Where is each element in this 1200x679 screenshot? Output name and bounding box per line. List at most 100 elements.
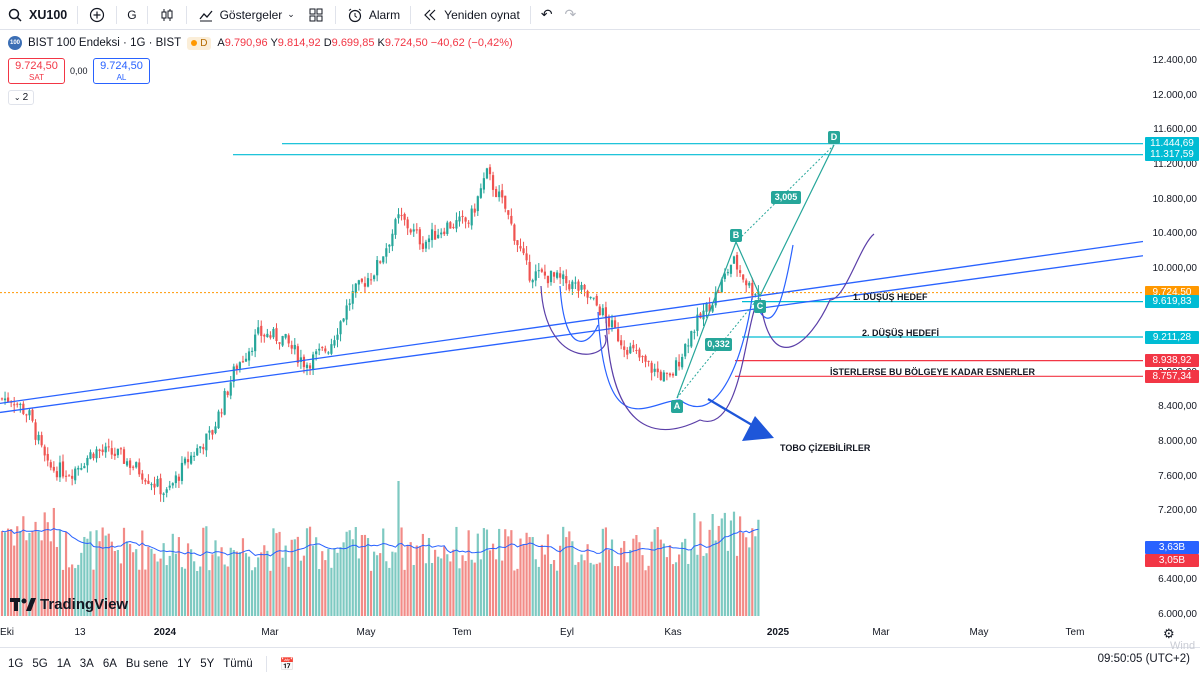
- indicators-collapse-button[interactable]: ⌄ 2: [8, 90, 34, 105]
- volume-bar: [104, 535, 107, 616]
- volume-bar: [171, 533, 174, 616]
- candle-body: [241, 361, 245, 363]
- candle-body: [260, 325, 263, 336]
- price-tick: 12.400,00: [1152, 55, 1198, 66]
- annotation-target1[interactable]: 1. DÜŞÜŞ HEDEF: [853, 292, 928, 302]
- candle-body: [257, 327, 260, 334]
- undo-button[interactable]: ↶: [535, 0, 559, 30]
- chart-type-button[interactable]: [152, 0, 182, 30]
- range-button[interactable]: 1G: [8, 657, 24, 670]
- candle-body: [662, 372, 665, 382]
- volume-bar: [49, 541, 52, 616]
- volume-bar: [650, 541, 653, 616]
- range-button[interactable]: Bu sene: [125, 657, 169, 670]
- ohlc-open-key: A: [217, 37, 225, 49]
- symbol-label: XU100: [29, 7, 68, 22]
- range-button[interactable]: 5Y: [200, 657, 215, 670]
- candle-body: [43, 446, 46, 456]
- symbol-search[interactable]: XU100: [0, 0, 73, 30]
- buy-button[interactable]: 9.724,50 AL: [93, 58, 150, 84]
- volume-bar: [528, 537, 531, 616]
- alert-button[interactable]: Alarm: [340, 0, 406, 30]
- volume-bar: [211, 554, 214, 616]
- candle-body: [434, 230, 437, 240]
- candle-body: [135, 462, 138, 468]
- pattern-point-d[interactable]: D: [828, 131, 840, 144]
- candle-body: [0, 398, 4, 400]
- range-button[interactable]: 1Y: [177, 657, 192, 670]
- ratio-label[interactable]: 0,332: [705, 338, 732, 351]
- ratio-label[interactable]: 3,005: [771, 191, 801, 204]
- replay-button[interactable]: Yeniden oynat: [415, 0, 526, 30]
- candle-body: [366, 278, 370, 287]
- range-button[interactable]: Tümü: [223, 657, 253, 670]
- volume-bar: [482, 528, 485, 616]
- volume-bar: [287, 566, 290, 616]
- volume-bar: [257, 557, 260, 616]
- volume-bar: [729, 520, 733, 616]
- candle-body: [708, 304, 711, 312]
- pattern-point-b[interactable]: B: [730, 229, 742, 242]
- range-button[interactable]: 5G: [32, 657, 48, 670]
- range-button[interactable]: 1A: [56, 657, 71, 670]
- volume-bar: [308, 526, 312, 616]
- volume-bar: [681, 542, 684, 616]
- compare-button[interactable]: [82, 0, 112, 30]
- volume-bar: [348, 530, 351, 616]
- layouts-button[interactable]: [301, 0, 331, 30]
- series-title[interactable]: BIST 100 Endeksi · 1G · BIST: [28, 37, 182, 49]
- clock-timezone[interactable]: 09:50:05 (UTC+2): [1097, 653, 1190, 665]
- volume-bar: [745, 537, 748, 616]
- candle-body: [299, 357, 302, 362]
- annotation-zone[interactable]: İSTERLERSE BU BÖLGEYE KADAR ESNERLER: [830, 367, 1036, 377]
- annotation-tobo[interactable]: TOBO ÇİZEBİLİRLER: [780, 443, 871, 453]
- candle-body: [31, 409, 34, 421]
- calendar-range-icon[interactable]: 📅: [279, 656, 295, 671]
- volume-bar: [632, 538, 635, 616]
- candle-body: [610, 320, 614, 328]
- sell-button[interactable]: 9.724,50 SAT: [8, 58, 65, 84]
- candles-icon: [158, 6, 176, 24]
- candle-body: [104, 446, 107, 453]
- redo-button[interactable]: ↷: [559, 0, 583, 30]
- range-button[interactable]: 3A: [79, 657, 94, 670]
- candle-body: [473, 208, 476, 213]
- volume-bar: [623, 541, 626, 616]
- volume-bar: [449, 561, 452, 616]
- candle-body: [482, 178, 485, 190]
- candle-body: [174, 475, 177, 484]
- volume-bar: [409, 542, 412, 616]
- volume-bar: [702, 555, 705, 616]
- pattern-point-c[interactable]: C: [754, 300, 766, 313]
- annotation-target2[interactable]: 2. DÜŞÜŞ HEDEFİ: [862, 328, 940, 338]
- status-badge-letter: D: [200, 37, 208, 49]
- settings-icon[interactable]: ⚙: [1163, 626, 1175, 641]
- volume-bar: [165, 565, 168, 616]
- head-curve: [605, 304, 757, 431]
- volume-bar: [116, 549, 119, 616]
- candle-body: [101, 449, 104, 453]
- range-button[interactable]: 6A: [102, 657, 117, 670]
- indicators-button[interactable]: Göstergeler ⌄: [191, 0, 301, 30]
- market-status-badge[interactable]: D: [187, 36, 212, 50]
- time-axis[interactable]: Eki 13 2024 Mar May Tem Eyl Kas 2025 Mar May Tem: [0, 625, 1143, 643]
- price-axis[interactable]: 12.400,00 12.000,00 11.600,00 11.200,00 10.8…: [1143, 30, 1200, 625]
- pattern-point-a[interactable]: A: [671, 400, 683, 413]
- candle-body: [68, 475, 71, 477]
- tradingview-logo[interactable]: TradingView: [10, 596, 128, 613]
- candle-body: [190, 455, 193, 464]
- candle-body: [159, 478, 162, 495]
- drawings[interactable]: [0, 143, 1143, 441]
- volume-bar: [342, 542, 345, 616]
- candle-body: [244, 358, 248, 362]
- candle-body: [409, 229, 412, 233]
- volume-bar: [430, 563, 434, 616]
- candle-body: [363, 283, 367, 287]
- volume-bar: [537, 566, 540, 616]
- volume-bar: [43, 512, 46, 616]
- interval-button[interactable]: G: [121, 0, 142, 30]
- candle-body: [330, 344, 333, 354]
- volume-bar: [0, 531, 4, 616]
- price-chart[interactable]: [0, 30, 1143, 625]
- volume-bar: [626, 562, 629, 616]
